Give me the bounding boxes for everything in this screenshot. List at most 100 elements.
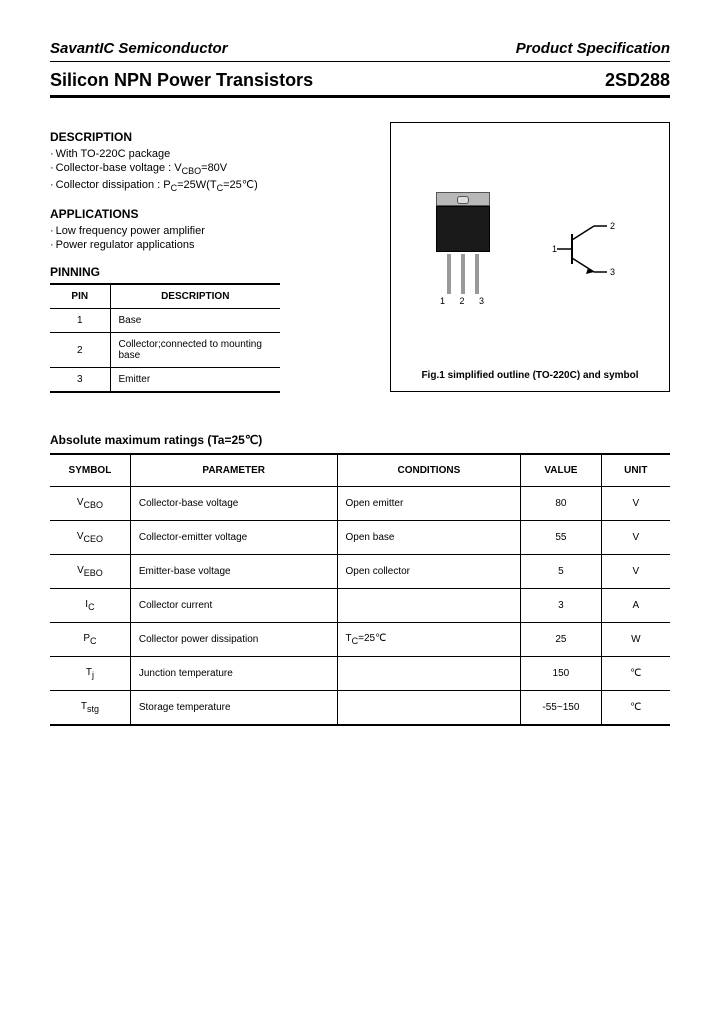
cell-value: 3: [521, 589, 601, 623]
rule-thin: [50, 61, 670, 62]
desc-item: With TO-220C package: [50, 148, 372, 160]
transistor-symbol-icon: 1 2 3: [552, 204, 632, 294]
right-column: 1 2 3 1 2 3 Fig.1 simpl: [390, 122, 670, 393]
cell-symbol: IC: [50, 589, 130, 623]
cell: 2: [50, 333, 110, 368]
cell-unit: ℃: [601, 691, 670, 726]
cell-parameter: Collector-emitter voltage: [130, 521, 337, 555]
table-row: TjJunction temperature 150℃: [50, 657, 670, 691]
datasheet-page: SavantIC Semiconductor Product Specifica…: [0, 0, 720, 1012]
cell-parameter: Emitter-base voltage: [130, 555, 337, 589]
sym-pin3: 3: [610, 267, 615, 277]
cell-conditions: TC=25℃: [337, 623, 521, 657]
package-tab: [436, 192, 490, 206]
cell: 1: [50, 309, 110, 333]
table-row: SYMBOL PARAMETER CONDITIONS VALUE UNIT: [50, 454, 670, 487]
desc-item: Collector dissipation : PC=25W(TC=25℃): [50, 178, 372, 193]
cell-symbol: VCBO: [50, 487, 130, 521]
table-row: VEBOEmitter-base voltageOpen collector5V: [50, 555, 670, 589]
table-row: 2 Collector;connected to mounting base: [50, 333, 280, 368]
company-name: SavantIC Semiconductor: [50, 40, 228, 57]
cell: Emitter: [110, 368, 280, 393]
leg: [475, 254, 479, 294]
cell-value: 5: [521, 555, 601, 589]
upper-section: DESCRIPTION With TO-220C package Collect…: [50, 122, 670, 393]
app-item: Low frequency power amplifier: [50, 225, 372, 237]
cell-value: 80: [521, 487, 601, 521]
cell-conditions: Open base: [337, 521, 521, 555]
left-column: DESCRIPTION With TO-220C package Collect…: [50, 122, 372, 393]
col-desc: DESCRIPTION: [110, 284, 280, 309]
col-conditions: CONDITIONS: [337, 454, 521, 487]
rule-thick: [50, 95, 670, 98]
sym-pin1: 1: [552, 244, 557, 254]
ratings-body: VCBOCollector-base voltageOpen emitter80…: [50, 487, 670, 726]
applications-list: Low frequency power amplifier Power regu…: [50, 225, 372, 251]
cell-parameter: Storage temperature: [130, 691, 337, 726]
table-row: PIN DESCRIPTION: [50, 284, 280, 309]
cell-unit: W: [601, 623, 670, 657]
cell: 3: [50, 368, 110, 393]
leg: [461, 254, 465, 294]
table-row: TstgStorage temperature -55~150℃: [50, 691, 670, 726]
table-row: ICCollector current 3A: [50, 589, 670, 623]
product-title: Silicon NPN Power Transistors: [50, 70, 313, 91]
app-item: Power regulator applications: [50, 239, 372, 251]
cell: Collector;connected to mounting base: [110, 333, 280, 368]
header-row: SavantIC Semiconductor Product Specifica…: [50, 40, 670, 57]
table-row: PCCollector power dissipationTC=25℃25W: [50, 623, 670, 657]
table-row: 1 Base: [50, 309, 280, 333]
package-body: [436, 206, 490, 252]
figure-content: 1 2 3 1 2 3: [401, 133, 659, 364]
cell-unit: A: [601, 589, 670, 623]
cell-conditions: Open collector: [337, 555, 521, 589]
description-heading: DESCRIPTION: [50, 130, 372, 144]
cell-parameter: Collector power dissipation: [130, 623, 337, 657]
col-unit: UNIT: [601, 454, 670, 487]
cell-conditions: Open emitter: [337, 487, 521, 521]
cell-unit: V: [601, 521, 670, 555]
cell-symbol: Tstg: [50, 691, 130, 726]
pinning-table: PIN DESCRIPTION 1 Base 2 Collector;conne…: [50, 283, 280, 393]
figure-box: 1 2 3 1 2 3 Fig.1 simpl: [390, 122, 670, 392]
ratings-heading: Absolute maximum ratings (Ta=25℃): [50, 433, 670, 447]
cell-value: 55: [521, 521, 601, 555]
title-row: Silicon NPN Power Transistors 2SD288: [50, 70, 670, 91]
cell-value: -55~150: [521, 691, 601, 726]
col-parameter: PARAMETER: [130, 454, 337, 487]
ratings-table: SYMBOL PARAMETER CONDITIONS VALUE UNIT V…: [50, 453, 670, 726]
cell-conditions: [337, 657, 521, 691]
figure-caption: Fig.1 simplified outline (TO-220C) and s…: [401, 370, 659, 381]
cell-value: 150: [521, 657, 601, 691]
table-row: VCBOCollector-base voltageOpen emitter80…: [50, 487, 670, 521]
leg: [447, 254, 451, 294]
doc-type: Product Specification: [516, 40, 670, 57]
cell-symbol: VEBO: [50, 555, 130, 589]
cell-parameter: Collector current: [130, 589, 337, 623]
cell-parameter: Junction temperature: [130, 657, 337, 691]
sym-pin2: 2: [610, 221, 615, 231]
cell: Base: [110, 309, 280, 333]
cell-parameter: Collector-base voltage: [130, 487, 337, 521]
package-legs: [447, 254, 479, 294]
table-row: VCEOCollector-emitter voltageOpen base55…: [50, 521, 670, 555]
part-number: 2SD288: [605, 70, 670, 91]
table-row: 3 Emitter: [50, 368, 280, 393]
pin-labels: 1 2 3: [440, 296, 490, 306]
description-list: With TO-220C package Collector-base volt…: [50, 148, 372, 193]
cell-unit: ℃: [601, 657, 670, 691]
col-symbol: SYMBOL: [50, 454, 130, 487]
desc-item: Collector-base voltage : VCBO=80V: [50, 162, 372, 176]
cell-unit: V: [601, 487, 670, 521]
pinning-heading: PINNING: [50, 265, 372, 279]
cell-symbol: PC: [50, 623, 130, 657]
col-value: VALUE: [521, 454, 601, 487]
cell-conditions: [337, 589, 521, 623]
applications-heading: APPLICATIONS: [50, 207, 372, 221]
package-outline: 1 2 3: [428, 192, 498, 306]
cell-unit: V: [601, 555, 670, 589]
cell-value: 25: [521, 623, 601, 657]
cell-conditions: [337, 691, 521, 726]
cell-symbol: Tj: [50, 657, 130, 691]
col-pin: PIN: [50, 284, 110, 309]
